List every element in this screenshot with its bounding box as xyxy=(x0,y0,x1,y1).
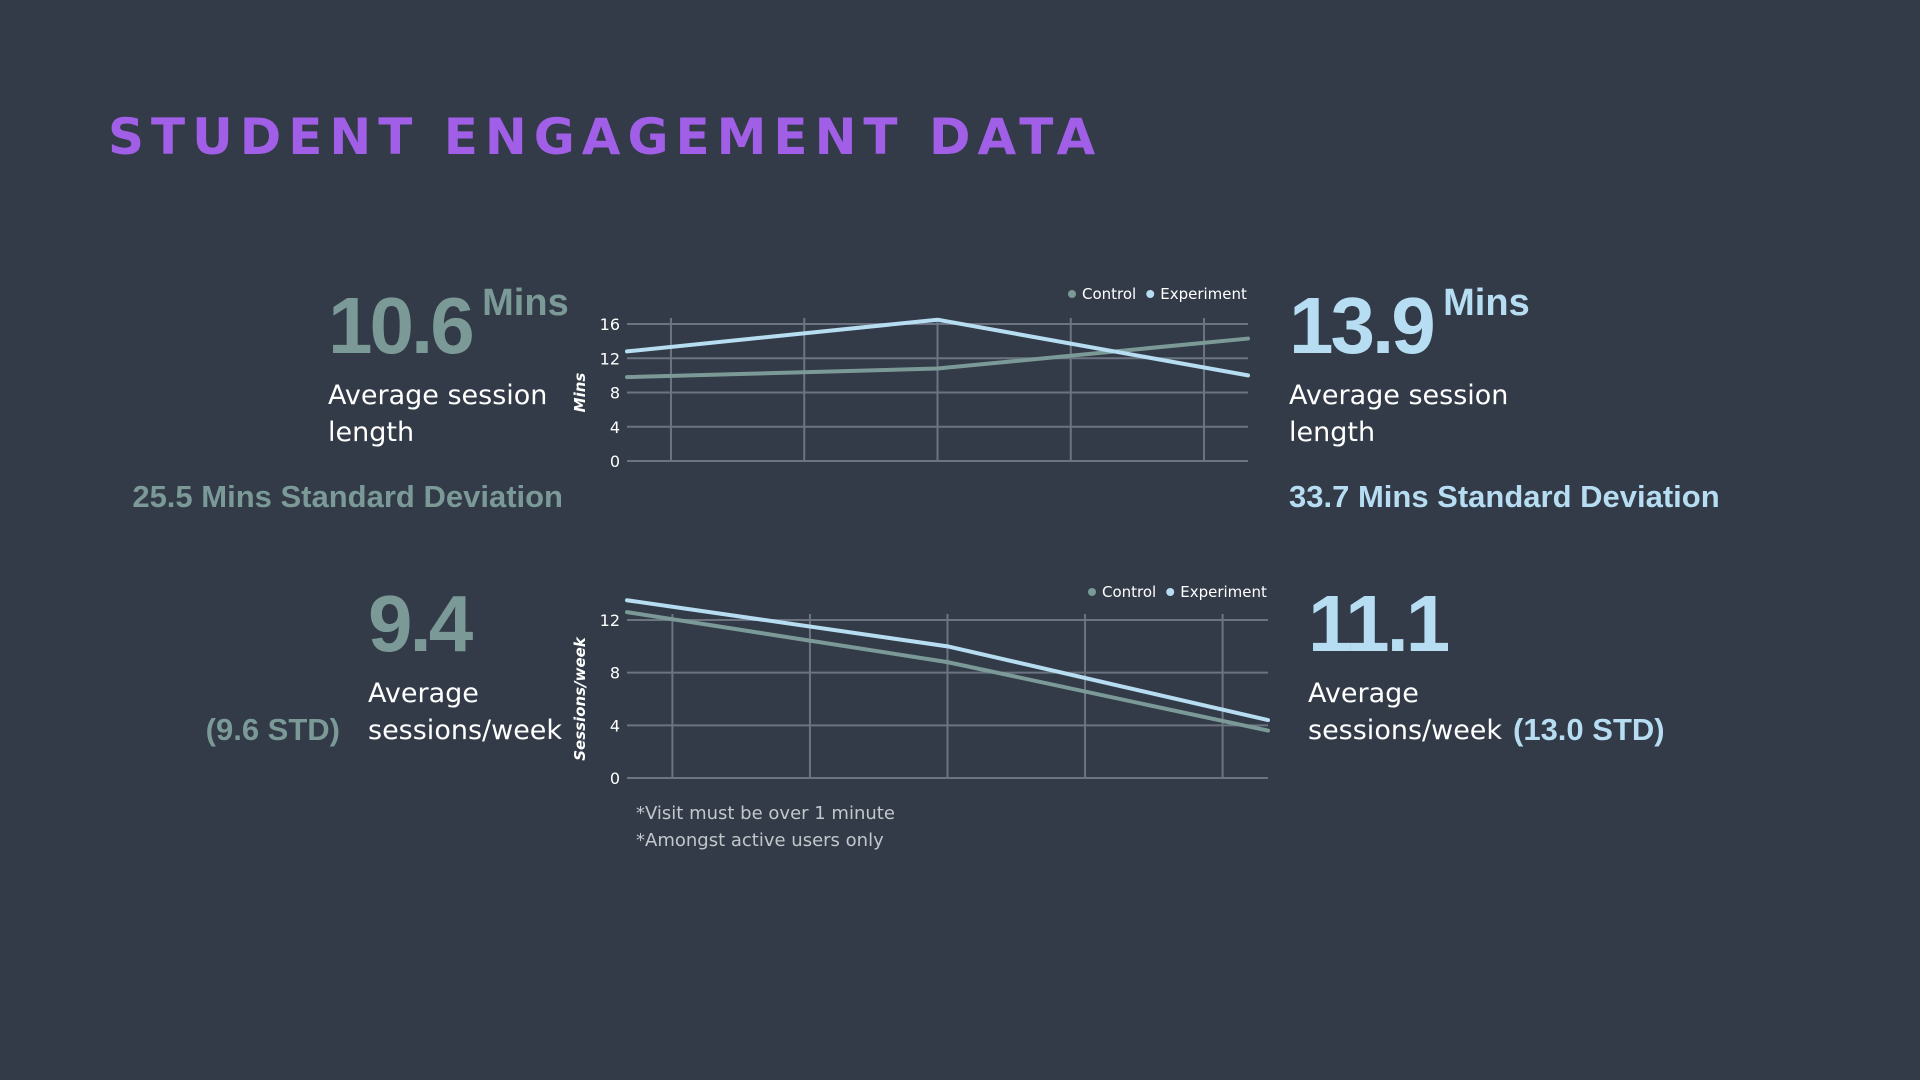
y-axis-label: Mins xyxy=(571,373,589,413)
control-session-length-label: Average session length xyxy=(328,377,547,451)
legend-marker-control xyxy=(1088,588,1096,596)
control-session-length-value: 10.6 xyxy=(328,281,475,370)
experiment-sessions-week-label-line1: Average xyxy=(1308,678,1419,709)
series-line-experiment xyxy=(625,317,1250,378)
legend-marker-experiment xyxy=(1166,588,1175,596)
y-tick-label: 4 xyxy=(610,716,620,735)
experiment-session-length-label-line1: Average session xyxy=(1289,380,1509,411)
y-axis-label: Sessions/week xyxy=(571,636,589,761)
control-sessions-week-std: (9.6 STD) xyxy=(205,712,340,747)
legend-label-control: Control xyxy=(1082,285,1136,303)
control-session-length-unit: Mins xyxy=(482,282,569,324)
y-tick-label: 12 xyxy=(600,349,620,368)
slide-title: STUDENT ENGAGEMENT DATA xyxy=(108,108,1103,166)
experiment-session-length-label: Average session length xyxy=(1289,377,1508,451)
control-session-length-stat: 10.6 Mins xyxy=(328,284,569,366)
legend-label-experiment: Experiment xyxy=(1180,583,1267,601)
control-sessions-week-label-line2: sessions/week xyxy=(368,715,563,746)
control-sessions-week-label: Average sessions/week xyxy=(368,675,562,749)
series-line-experiment xyxy=(625,598,1270,723)
control-session-length-std: 25.5 Mins Standard Deviation xyxy=(132,479,563,514)
experiment-sessions-week-label: Average sessions/week xyxy=(1308,675,1502,749)
y-tick-label: 0 xyxy=(610,769,620,788)
experiment-sessions-week-std: (13.0 STD) xyxy=(1513,712,1665,747)
legend-marker-experiment xyxy=(1146,290,1155,298)
experiment-sessions-week-stat: 11.1 xyxy=(1308,584,1450,664)
legend-label-experiment: Experiment xyxy=(1160,285,1247,303)
footnote-active-users: *Amongst active users only xyxy=(636,830,884,851)
control-sessions-week-stat: 9.4 xyxy=(368,584,473,664)
y-tick-label: 16 xyxy=(600,315,620,334)
y-tick-label: 8 xyxy=(610,384,620,403)
legend-label-control: Control xyxy=(1102,583,1156,601)
experiment-session-length-value: 13.9 xyxy=(1289,281,1436,370)
y-tick-label: 0 xyxy=(610,452,620,471)
experiment-session-length-stat: 13.9 Mins xyxy=(1289,284,1530,366)
y-tick-label: 4 xyxy=(610,418,620,437)
y-tick-label: 8 xyxy=(610,664,620,683)
footnote-visit-duration: *Visit must be over 1 minute xyxy=(636,803,895,824)
experiment-session-length-unit: Mins xyxy=(1443,282,1530,324)
control-sessions-week-value: 9.4 xyxy=(368,579,473,668)
experiment-sessions-week-value: 11.1 xyxy=(1308,579,1450,668)
legend-marker-control xyxy=(1068,290,1076,298)
experiment-session-length-std: 33.7 Mins Standard Deviation xyxy=(1289,479,1720,514)
series-line-control xyxy=(625,610,1270,733)
experiment-sessions-week-label-line2: sessions/week xyxy=(1308,715,1503,746)
control-sessions-week-label-line1: Average xyxy=(368,678,479,709)
series-line-control xyxy=(625,336,1250,380)
control-session-length-label-line1: Average session xyxy=(328,380,548,411)
y-tick-label: 12 xyxy=(600,611,620,630)
control-session-length-label-line2: length xyxy=(328,417,415,448)
experiment-session-length-label-line2: length xyxy=(1289,417,1376,448)
